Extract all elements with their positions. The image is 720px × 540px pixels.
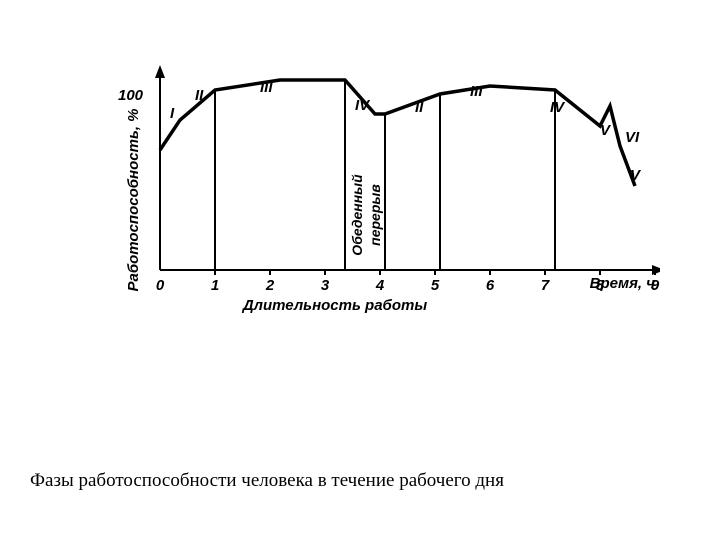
x-axis-label: Длительность работы bbox=[241, 297, 427, 314]
phase-label-V-2: V bbox=[630, 167, 642, 184]
phase-label-VI: VI bbox=[625, 129, 640, 146]
y-axis-arrow bbox=[155, 65, 165, 78]
x-tick-label: 2 bbox=[265, 277, 275, 294]
x-ticks: 0123456789 bbox=[156, 270, 660, 294]
chart-svg: Работоспособность, % 100 0123456789 Длит… bbox=[100, 60, 660, 340]
break-label-2: перерыв bbox=[367, 184, 383, 246]
performance-chart: Работоспособность, % 100 0123456789 Длит… bbox=[100, 60, 660, 340]
performance-curve bbox=[160, 80, 635, 186]
phase-label-V-1: V bbox=[600, 122, 612, 139]
x-tick-label: 1 bbox=[211, 277, 219, 294]
x-tick-label: 5 bbox=[431, 277, 440, 294]
phase-label-IV-2: IV bbox=[550, 99, 566, 116]
break-label-1: Обеденный bbox=[349, 174, 365, 256]
chart-caption: Фазы работоспособности человека в течени… bbox=[30, 470, 504, 492]
x-right-label: Время, ч bbox=[590, 275, 656, 292]
x-tick-label: 3 bbox=[321, 277, 330, 294]
x-tick-label: 6 bbox=[486, 277, 495, 294]
phase-label-IV-1: IV bbox=[355, 97, 371, 114]
phase-label-III-2: III bbox=[470, 83, 483, 100]
x-tick-label: 0 bbox=[156, 277, 165, 294]
phase-label-III-1: III bbox=[260, 79, 273, 96]
y-axis-label: Работоспособность, % bbox=[125, 108, 142, 291]
phase-label-I: I bbox=[170, 105, 175, 122]
phase-label-II-1: II bbox=[195, 87, 204, 104]
phase-label-II-2: II bbox=[415, 99, 424, 116]
x-tick-label: 4 bbox=[375, 277, 385, 294]
phase-verticals bbox=[215, 80, 555, 270]
x-tick-label: 7 bbox=[541, 277, 550, 294]
y-max-label: 100 bbox=[118, 87, 144, 104]
